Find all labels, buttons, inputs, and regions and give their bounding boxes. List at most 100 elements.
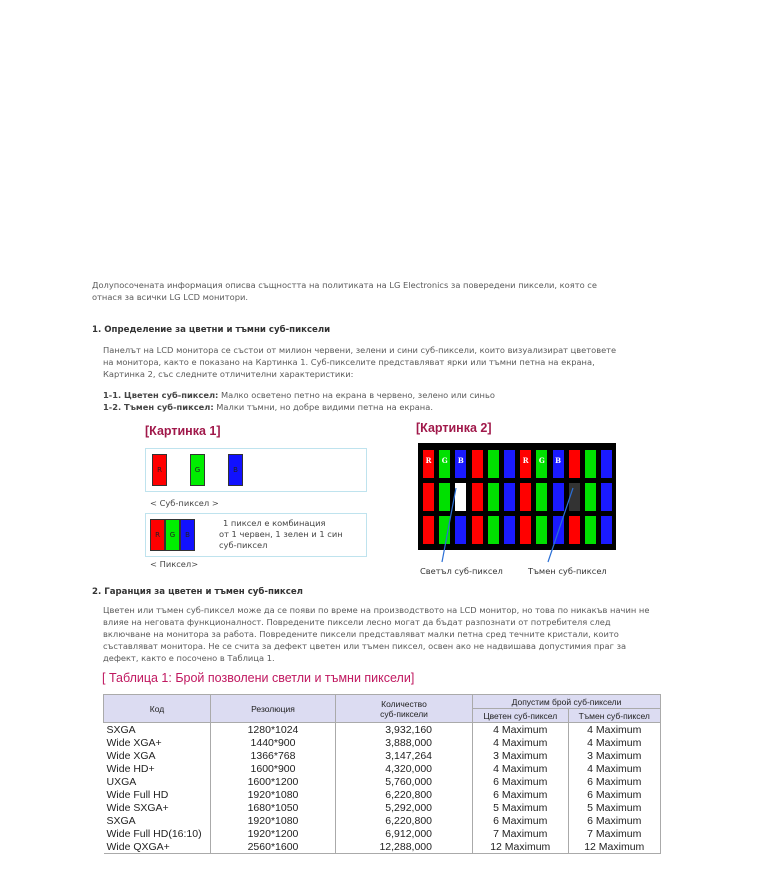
pixel-table: Код Резолюция Количество суб-пиксели Допу… xyxy=(103,694,662,854)
para-line: съставляват монитора. Не се счита за деф… xyxy=(103,641,627,651)
cell-color: 6 Maximum xyxy=(472,814,569,827)
green-subpixel xyxy=(439,483,451,511)
red-subpixel xyxy=(568,450,580,478)
blue-subpixel: B xyxy=(228,454,243,486)
table-row: Wide Full HD 1920*1080 6,220,800 6 Maximum 6… xyxy=(103,788,662,801)
blue-subpixel xyxy=(601,450,613,478)
intro-line: Долупосочената информация описва същност… xyxy=(92,280,597,290)
section2-title: 2. Гаранция за цветен и тъмен суб-пиксел xyxy=(92,587,303,597)
cell-dark: 6 Maximum xyxy=(568,788,662,801)
pointer-arrows xyxy=(441,487,574,563)
header-count: Количество суб-пиксели xyxy=(335,694,473,723)
green-subpixel xyxy=(536,516,548,544)
green-subpixel xyxy=(487,483,499,511)
dark-defect-subpixel xyxy=(568,483,580,511)
table-row: Wide XGA 1366*768 3,147,264 3 Maximum 3 Maxi… xyxy=(103,749,662,762)
green-subpixel xyxy=(439,516,451,544)
cell-dark: 12 Maximum xyxy=(568,840,662,854)
cell-color: 6 Maximum xyxy=(472,788,569,801)
red-subpixel xyxy=(423,483,434,511)
subpixel-label: < Суб-пиксел > xyxy=(150,498,219,508)
line: суб-пиксели xyxy=(380,708,428,719)
blue-subpixel xyxy=(504,516,515,544)
blue-subpixel xyxy=(504,450,515,478)
red-subpixel xyxy=(423,516,434,544)
table-row: SXGA 1920*1080 6,220,800 6 Maximum 6 Maximum xyxy=(103,814,662,827)
red-subpixel: R xyxy=(150,519,165,551)
table-row: Wide SXGA+ 1680*1050 5,292,000 5 Maximum 5 M… xyxy=(103,801,662,814)
cell-color: 3 Maximum xyxy=(472,749,569,762)
cell-resolution: 1680*1050 xyxy=(210,801,336,814)
cell-dark: 6 Maximum xyxy=(568,775,662,788)
red-subpixel xyxy=(471,516,483,544)
cell-resolution: 1280*1024 xyxy=(210,722,336,736)
blue-subpixel xyxy=(601,483,613,511)
blue-subpixel xyxy=(455,516,467,544)
cell-code: UXGA xyxy=(103,775,211,788)
cell-code: Wide QXGA+ xyxy=(103,840,211,854)
cell-dark: 7 Maximum xyxy=(568,827,662,840)
cell-code: Wide Full HD xyxy=(103,788,211,801)
blue-subpixel xyxy=(601,516,613,544)
header-color: Цветен суб-пиксел xyxy=(472,708,569,723)
definition-item: 1-2. Тъмен суб-пиксел: Малки тъмни, но д… xyxy=(103,401,495,413)
bright-subpixel-label: Светъл суб-пиксел xyxy=(420,566,503,576)
cell-resolution: 1920*1080 xyxy=(210,814,336,827)
line: от 1 червен, 1 зелен и 1 син xyxy=(219,529,343,539)
cell-count: 6,912,000 xyxy=(335,827,473,840)
pixel-description: 1 пиксел е комбинация от 1 червен, 1 зел… xyxy=(219,518,343,551)
cell-count: 3,147,264 xyxy=(335,749,473,762)
blue-subpixel xyxy=(552,483,564,511)
header-dark: Тъмен суб-пиксел xyxy=(567,708,662,723)
term: 1-1. Цветен суб-пиксел: xyxy=(103,390,219,400)
table-row: Wide HD+ 1600*900 4,320,000 4 Maximum 4 Maxi… xyxy=(103,762,662,775)
cell-color: 7 Maximum xyxy=(472,827,569,840)
green-subpixel: G xyxy=(190,454,205,486)
dark-subpixel-label: Тъмен суб-пиксел xyxy=(528,566,607,576)
cell-code: SXGA xyxy=(103,814,211,827)
cell-count: 12,288,000 xyxy=(335,840,473,854)
cell-dark: 4 Maximum xyxy=(568,736,662,749)
cell-count: 5,292,000 xyxy=(335,801,473,814)
red-subpixel: R xyxy=(520,450,532,478)
line: суб-пиксел xyxy=(219,540,268,550)
cell-count: 5,760,000 xyxy=(335,775,473,788)
desc: Малко осветено петно на екрана в червено… xyxy=(218,390,495,400)
line: 1 пиксел е комбинация xyxy=(223,518,326,528)
para-line: влияе на неговата функционалност. Повред… xyxy=(103,617,611,627)
cell-dark: 4 Maximum xyxy=(568,762,662,775)
para-line: Картинка 2, със следните отличителни хар… xyxy=(103,369,354,379)
green-subpixel: G xyxy=(165,519,180,551)
para-line: Цветен или тъмен суб-пиксел може да се п… xyxy=(103,605,650,615)
cell-resolution: 1600*1200 xyxy=(210,775,336,788)
para-line: дефект, както е посочено в Таблица 1. xyxy=(103,653,275,663)
red-subpixel xyxy=(471,450,483,478)
para-line: включване на монитора за работа. Повреде… xyxy=(103,629,619,639)
cell-color: 4 Maximum xyxy=(472,762,569,775)
table-row: Wide QXGA+ 2560*1600 12,288,000 12 Maximum 1… xyxy=(103,840,662,854)
red-subpixel xyxy=(471,483,483,511)
table-row: UXGA 1600*1200 5,760,000 6 Maximum 6 Maximum xyxy=(103,775,662,788)
cell-count: 6,220,800 xyxy=(335,814,473,827)
subpixel-box: R G B xyxy=(145,448,367,492)
cell-count: 4,320,000 xyxy=(335,762,473,775)
definitions: 1-1. Цветен суб-пиксел: Малко осветено п… xyxy=(103,389,495,413)
para-line: на монитора, както е показано на Картинк… xyxy=(103,357,595,367)
section1-paragraph: Панелът на LCD монитора се състои от мил… xyxy=(103,344,616,380)
term: 1-2. Тъмен суб-пиксел: xyxy=(103,402,214,412)
header-resolution: Резолюция xyxy=(210,694,336,723)
cell-code: Wide XGA xyxy=(103,749,211,762)
table-row: Wide XGA+ 1440*900 3,888,000 4 Maximum 4 Max… xyxy=(103,736,662,749)
cell-color: 5 Maximum xyxy=(472,801,569,814)
green-subpixel: G xyxy=(439,450,451,478)
cell-resolution: 1440*900 xyxy=(210,736,336,749)
cell-color: 4 Maximum xyxy=(472,736,569,749)
blue-subpixel xyxy=(552,516,564,544)
cell-resolution: 1920*1080 xyxy=(210,788,336,801)
green-subpixel: G xyxy=(536,450,548,478)
green-subpixel xyxy=(585,450,596,478)
green-subpixel xyxy=(487,516,499,544)
cell-color: 12 Maximum xyxy=(472,840,569,854)
red-subpixel xyxy=(568,516,580,544)
